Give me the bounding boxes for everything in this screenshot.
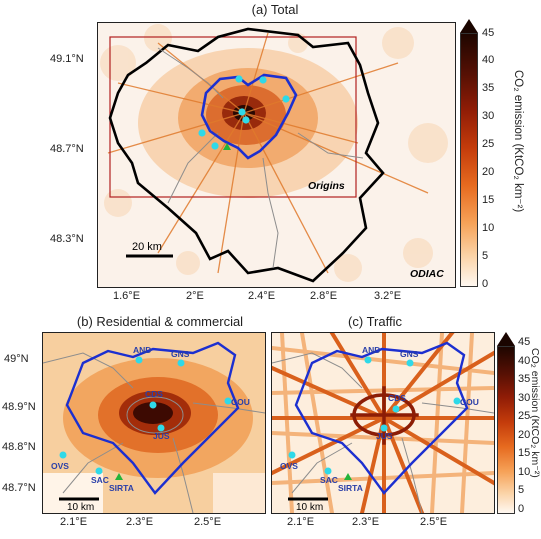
scale-label-b: 10 km [67, 502, 94, 513]
site-label-b-jus: JUS [153, 431, 170, 441]
site-label-b-ovs: OVS [51, 461, 69, 471]
colorbar-bottom [497, 346, 515, 514]
site-label-b-cou: COU [231, 397, 250, 407]
xtick-b-2: 2.5°E [194, 516, 222, 528]
colorbar-bottom-arrow [497, 332, 515, 346]
ytick-b-3: 48.7°N [2, 482, 36, 494]
colorbar-top-arrow [460, 19, 478, 33]
xtick-b-0: 2.1°E [60, 516, 88, 528]
urban-boundary-c [294, 341, 469, 495]
scale-label-a: 20 km [132, 241, 162, 253]
emission-field-residential [43, 333, 265, 513]
urban-boundary-a [200, 73, 298, 160]
emission-field-total [138, 48, 358, 198]
site-label-c-sirta: SIRTA [338, 483, 363, 493]
xtick-c-2: 2.5°E [420, 516, 448, 528]
site-label-b-gns: GNS [171, 349, 190, 359]
xtick-a-1: 2°E [186, 290, 204, 302]
site-label-b-and: AND [133, 345, 151, 355]
colorbar-top-title: CO₂ emission (KtCO₂ km⁻²) [512, 70, 524, 213]
ytick-a-0: 49.1°N [50, 53, 84, 65]
ytick-b-1: 48.9°N [2, 401, 36, 413]
ytick-b-2: 48.8°N [2, 441, 36, 453]
xtick-a-3: 2.8°E [310, 290, 338, 302]
site-label-c-sac: SAC [320, 475, 338, 485]
panel-a-map: Origins 20 km ODIAC [97, 22, 456, 288]
xtick-a-0: 1.6°E [113, 290, 141, 302]
site-label-b-sac: SAC [91, 475, 109, 485]
panel-a-svg: Origins 20 km ODIAC [100, 24, 448, 283]
emission-field-traffic [272, 333, 494, 513]
colorbar-top [460, 33, 478, 287]
colorbar-bottom-title: CO₂ emission (KtCO₂ km⁻²) [529, 348, 541, 478]
odiac-label: ODIAC [410, 268, 444, 280]
xtick-c-1: 2.3°E [352, 516, 380, 528]
site-label-c-jus: JUS [376, 431, 393, 441]
panel-a-title: (a) Total [251, 2, 299, 17]
panel-c-svg: AND GNS CDS COU JUS OVS SAC SIRTA 10 km [272, 333, 494, 513]
xtick-a-2: 2.4°E [248, 290, 276, 302]
panel-c-map: AND GNS CDS COU JUS OVS SAC SIRTA 10 km [271, 332, 495, 514]
site-label-b-cds: CDS [145, 389, 163, 399]
ytick-b-0: 49°N [4, 353, 29, 365]
origins-label: Origins [308, 180, 345, 192]
site-label-c-and: AND [362, 345, 380, 355]
urban-boundary-b [65, 341, 240, 495]
ytick-a-1: 48.7°N [50, 143, 84, 155]
panel-b-svg: AND GNS CDS COU JUS OVS SAC SIRTA 10 km [43, 333, 265, 513]
region-outline [108, 27, 385, 283]
site-label-c-cou: COU [460, 397, 479, 407]
site-markers-a [198, 75, 290, 150]
site-label-c-ovs: OVS [280, 461, 298, 471]
panel-c-title: (c) Traffic [348, 314, 402, 329]
xtick-c-0: 2.1°E [287, 516, 315, 528]
site-label-c-cds: CDS [388, 393, 406, 403]
panel-b-map: AND GNS CDS COU JUS OVS SAC SIRTA 10 km [42, 332, 266, 514]
site-label-c-gns: GNS [400, 349, 419, 359]
site-label-b-sirta: SIRTA [109, 483, 134, 493]
panel-b-title: (b) Residential & commercial [76, 314, 244, 329]
xtick-a-4: 3.2°E [374, 290, 402, 302]
xtick-b-1: 2.3°E [126, 516, 154, 528]
scale-label-c: 10 km [296, 502, 323, 513]
ytick-a-2: 48.3°N [50, 233, 84, 245]
